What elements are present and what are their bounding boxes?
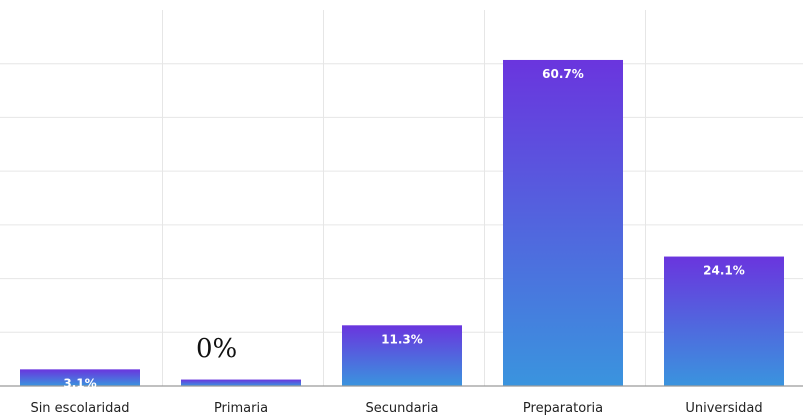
bar-universidad [664, 256, 784, 386]
data-label: 60.7% [542, 67, 584, 81]
x-tick-label: Primaria [214, 401, 268, 416]
x-tick-label: Sin escolaridad [30, 401, 129, 416]
grid-layer [0, 10, 803, 386]
x-tick-label: Universidad [685, 401, 762, 416]
bar-sin-escolaridad [20, 369, 140, 386]
x-axis-ticks: Sin escolaridad Primaria Secundaria Prepara… [30, 401, 762, 416]
data-labels: 3.1% 11.3% 60.7% 24.1% [63, 67, 744, 390]
bars [20, 59, 784, 386]
annotation-zero-percent: 0% [196, 334, 237, 364]
bar-primaria [181, 379, 301, 386]
data-label: 3.1% [63, 376, 96, 390]
x-tick-label: Preparatoria [523, 401, 603, 416]
x-tick-label: Secundaria [365, 401, 438, 416]
data-label: 24.1% [703, 264, 745, 278]
data-label: 11.3% [381, 332, 423, 346]
bar-preparatoria [503, 59, 623, 386]
bar-secundaria [342, 325, 462, 386]
